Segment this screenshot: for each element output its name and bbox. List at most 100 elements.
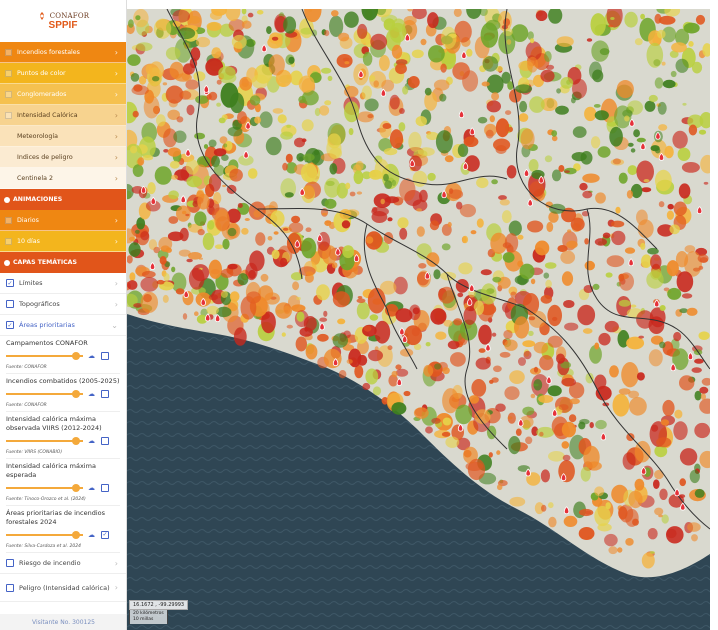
fire-marker-icon[interactable] bbox=[658, 152, 665, 161]
fire-marker-icon[interactable] bbox=[680, 502, 686, 511]
layer-item-2[interactable]: ✓ Áreas prioritarias ⌄ bbox=[0, 315, 126, 336]
sublayer-checkbox[interactable] bbox=[101, 389, 109, 398]
fire-marker-icon[interactable] bbox=[335, 247, 341, 256]
sublayer-checkbox[interactable] bbox=[101, 351, 109, 360]
fire-marker-icon[interactable] bbox=[461, 50, 467, 59]
menu-item-6[interactable]: Centinela 2 › bbox=[0, 168, 126, 189]
slider-thumb[interactable] bbox=[72, 389, 80, 398]
fire-marker-icon[interactable] bbox=[185, 148, 191, 157]
layer-item-1[interactable]: Topográficos › bbox=[0, 294, 126, 315]
sublayer-checkbox[interactable] bbox=[101, 436, 109, 445]
fire-marker-icon[interactable] bbox=[332, 358, 339, 367]
layer-item-0[interactable]: ✓ Límites › bbox=[0, 273, 126, 294]
download-icon[interactable]: ☁ bbox=[88, 389, 95, 398]
fire-marker-icon[interactable] bbox=[552, 408, 558, 417]
slider-thumb[interactable] bbox=[72, 351, 80, 360]
fire-marker-icon[interactable] bbox=[180, 195, 186, 204]
anim-checkbox[interactable] bbox=[5, 237, 12, 245]
fire-marker-icon[interactable] bbox=[402, 334, 408, 343]
menu-item-5[interactable]: Índices de peligro › bbox=[0, 147, 126, 168]
fire-marker-icon[interactable] bbox=[469, 127, 475, 136]
fire-marker-icon[interactable] bbox=[200, 297, 206, 306]
fire-marker-icon[interactable] bbox=[183, 289, 189, 298]
sublayer-checkbox[interactable]: ✓ bbox=[101, 530, 109, 539]
fire-marker-icon[interactable] bbox=[243, 150, 249, 159]
opacity-slider[interactable] bbox=[6, 483, 83, 492]
slider-thumb[interactable] bbox=[72, 436, 80, 445]
fire-marker-icon[interactable] bbox=[462, 161, 469, 170]
anim-checkbox[interactable] bbox=[5, 216, 12, 224]
fire-marker-icon[interactable] bbox=[294, 239, 300, 248]
fire-marker-icon[interactable] bbox=[563, 506, 570, 515]
layer-checkbox[interactable] bbox=[6, 583, 14, 592]
download-icon[interactable]: ☁ bbox=[88, 483, 95, 492]
fire-marker-icon[interactable] bbox=[527, 198, 533, 207]
fire-marker-icon[interactable] bbox=[629, 118, 635, 127]
menu-item-4[interactable]: Meteorología › bbox=[0, 126, 126, 147]
fire-risk-map[interactable] bbox=[127, 9, 710, 630]
fire-marker-icon[interactable] bbox=[640, 142, 646, 151]
fire-marker-icon[interactable] bbox=[245, 121, 251, 130]
sublayer-checkbox[interactable] bbox=[101, 483, 109, 492]
fire-marker-icon[interactable] bbox=[518, 418, 524, 427]
map-canvas[interactable] bbox=[127, 9, 710, 630]
fire-marker-icon[interactable] bbox=[674, 488, 680, 497]
download-icon[interactable]: ☁ bbox=[88, 351, 95, 360]
fire-marker-icon[interactable] bbox=[458, 110, 465, 119]
anim-item-1[interactable]: 10 días › bbox=[0, 231, 126, 252]
menu-item-2[interactable]: Conglomerados › bbox=[0, 84, 126, 105]
fire-marker-icon[interactable] bbox=[523, 168, 530, 177]
fire-marker-icon[interactable] bbox=[358, 69, 364, 78]
opacity-slider[interactable] bbox=[6, 351, 83, 360]
menu-checkbox[interactable] bbox=[5, 111, 12, 119]
fire-marker-icon[interactable] bbox=[469, 283, 475, 292]
fire-marker-icon[interactable] bbox=[399, 327, 405, 336]
menu-item-3[interactable]: Intensidad Calórica › bbox=[0, 105, 126, 126]
fire-marker-icon[interactable] bbox=[319, 322, 325, 331]
menu-item-1[interactable]: Puntos de color › bbox=[0, 63, 126, 84]
fire-marker-icon[interactable] bbox=[654, 299, 660, 308]
fire-marker-icon[interactable] bbox=[424, 271, 431, 280]
fire-marker-icon[interactable] bbox=[640, 466, 647, 475]
fire-marker-icon[interactable] bbox=[409, 159, 415, 168]
fire-marker-icon[interactable] bbox=[560, 473, 567, 482]
fire-marker-icon[interactable] bbox=[600, 432, 607, 441]
opacity-slider[interactable] bbox=[6, 530, 83, 539]
fire-marker-icon[interactable] bbox=[404, 33, 411, 42]
fire-marker-icon[interactable] bbox=[687, 352, 694, 361]
layer-checkbox[interactable] bbox=[6, 559, 14, 567]
fire-marker-icon[interactable] bbox=[353, 254, 360, 263]
layer-checkbox[interactable]: ✓ bbox=[6, 279, 14, 287]
fire-marker-icon[interactable] bbox=[396, 377, 402, 386]
menu-checkbox[interactable] bbox=[5, 48, 12, 56]
fire-marker-icon[interactable] bbox=[299, 187, 305, 196]
menu-checkbox[interactable] bbox=[5, 69, 12, 77]
download-icon[interactable]: ☁ bbox=[88, 436, 95, 445]
fire-marker-icon[interactable] bbox=[457, 423, 464, 432]
menu-checkbox[interactable] bbox=[5, 90, 12, 98]
fire-marker-icon[interactable] bbox=[696, 206, 703, 215]
layer-checkbox[interactable]: ✓ bbox=[6, 321, 14, 329]
fire-marker-icon[interactable] bbox=[485, 343, 491, 352]
fire-marker-icon[interactable] bbox=[380, 88, 387, 97]
download-icon[interactable]: ☁ bbox=[88, 530, 95, 539]
layer-checkbox[interactable] bbox=[6, 300, 14, 308]
capas-header[interactable]: CAPAS TEMÁTICAS bbox=[0, 252, 126, 273]
slider-thumb[interactable] bbox=[72, 530, 80, 539]
fire-marker-icon[interactable] bbox=[317, 233, 323, 242]
menu-item-0[interactable]: Incendios forestales › bbox=[0, 42, 126, 63]
fire-marker-icon[interactable] bbox=[149, 261, 156, 270]
fire-marker-icon[interactable] bbox=[655, 131, 661, 140]
opacity-slider[interactable] bbox=[6, 436, 83, 445]
slider-thumb[interactable] bbox=[72, 483, 80, 492]
fire-marker-icon[interactable] bbox=[441, 190, 447, 199]
fire-marker-icon[interactable] bbox=[670, 363, 676, 372]
fire-marker-icon[interactable] bbox=[150, 196, 156, 205]
animaciones-header[interactable]: ANIMACIONES bbox=[0, 189, 126, 210]
fire-marker-icon[interactable] bbox=[140, 185, 147, 194]
fire-marker-icon[interactable] bbox=[546, 375, 552, 384]
anim-item-0[interactable]: Diarios › bbox=[0, 210, 126, 231]
fire-marker-icon[interactable] bbox=[525, 468, 531, 477]
fire-marker-icon[interactable] bbox=[214, 314, 221, 323]
extra-layer-0[interactable]: Riesgo de incendio › bbox=[0, 553, 126, 574]
